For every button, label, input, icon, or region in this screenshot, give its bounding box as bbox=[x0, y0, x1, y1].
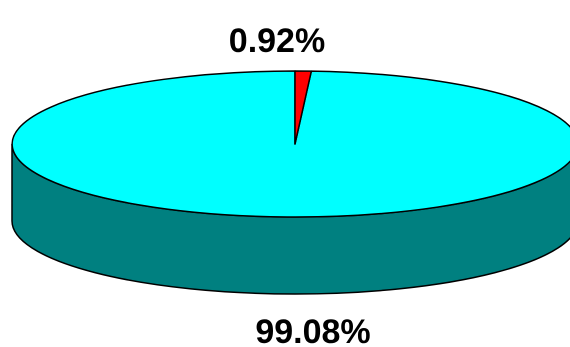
pie-slice-small bbox=[294, 70, 313, 145]
pie-slice-large bbox=[11, 70, 570, 218]
slice-small-data-label: 0.92% bbox=[229, 22, 325, 60]
slice-large-data-label: 99.08% bbox=[255, 313, 370, 347]
